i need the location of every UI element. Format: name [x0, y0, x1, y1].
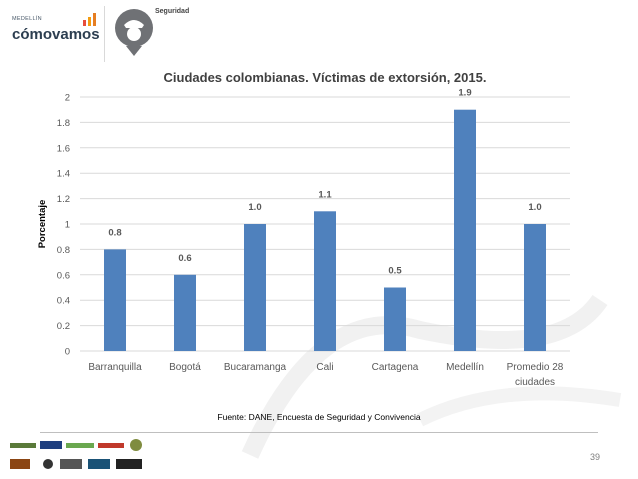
y-tick-label: 1.4 — [57, 169, 70, 180]
x-tick-label: Bucaramanga — [224, 362, 287, 373]
bar — [314, 211, 336, 351]
data-label: 0.5 — [388, 266, 402, 277]
security-guard-icon — [115, 9, 153, 56]
page-number: 39 — [590, 452, 601, 462]
x-tick-label: Medellín — [446, 362, 484, 373]
x-tick-label: Cartagena — [372, 362, 419, 373]
x-tick-label: Bogotá — [169, 362, 201, 373]
y-tick-label: 1.6 — [57, 143, 70, 154]
y-tick-label: 0.2 — [57, 321, 70, 332]
y-tick-label: 0.6 — [57, 270, 70, 281]
bar — [454, 109, 476, 351]
sponsor-logos — [10, 439, 142, 469]
logo-brand-text: cómovamos — [12, 26, 100, 43]
header-divider — [104, 6, 105, 62]
data-label: 0.8 — [108, 227, 121, 238]
footer-divider — [40, 432, 598, 433]
x-tick-label: Cali — [316, 362, 333, 373]
y-tick-label: 1.8 — [57, 118, 70, 129]
y-axis-label: Porcentaje — [37, 200, 48, 249]
data-label: 1.9 — [458, 88, 471, 99]
source-note: Fuente: DANE, Encuesta de Seguridad y Co… — [217, 412, 421, 422]
y-tick-label: 1 — [65, 220, 70, 231]
data-label: 1.0 — [248, 202, 261, 213]
y-tick-label: 1.2 — [57, 194, 70, 205]
data-label: 0.6 — [178, 253, 191, 264]
chart-title: Ciudades colombianas. Víctimas de extors… — [164, 70, 487, 85]
y-tick-label: 2 — [65, 93, 70, 104]
data-label: 1.1 — [318, 189, 332, 200]
y-tick-label: 0.8 — [57, 245, 70, 256]
bar — [384, 287, 406, 351]
bar — [104, 249, 126, 351]
bar — [244, 224, 266, 351]
bar-chart-icon — [83, 13, 96, 26]
topic-label: Seguridad — [155, 8, 190, 15]
medellin-como-vamos-logo: MEDELLÍN cómovamos — [8, 8, 108, 48]
y-tick-label: 0.4 — [57, 296, 70, 307]
y-tick-label: 0 — [65, 347, 70, 358]
bar — [524, 224, 546, 351]
x-tick-label: Promedio 28 ciudades — [507, 362, 564, 388]
logo-city-text: MEDELLÍN — [12, 16, 42, 22]
bar — [174, 274, 196, 351]
bar-chart: Ciudades colombianas. Víctimas de extors… — [37, 70, 570, 388]
data-label: 1.0 — [528, 202, 541, 213]
x-tick-label: Barranquilla — [88, 362, 142, 373]
